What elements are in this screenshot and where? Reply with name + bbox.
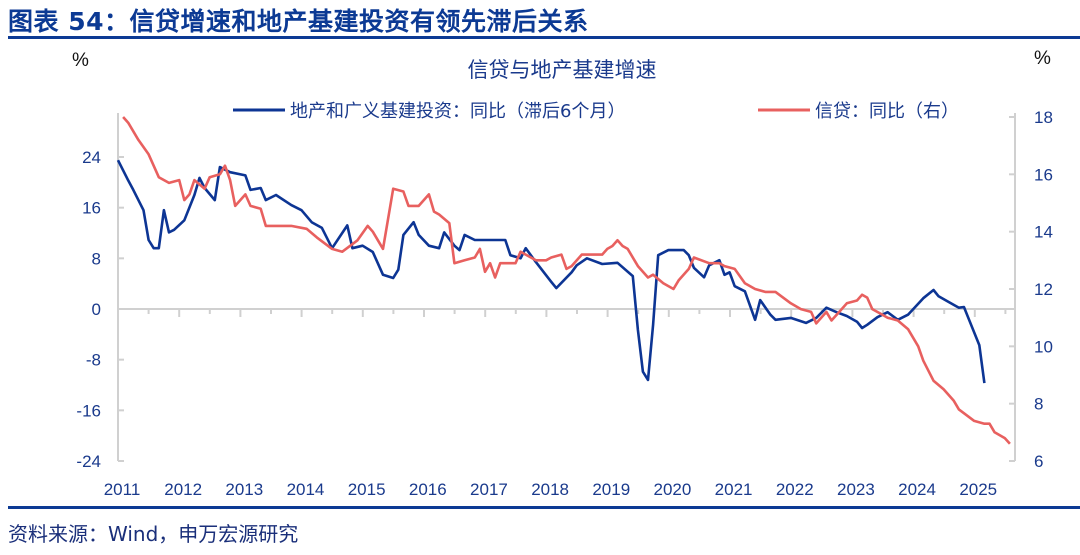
left-tick-label: 0 xyxy=(92,300,101,319)
x-tick-label: 2019 xyxy=(592,480,630,499)
right-axis-unit: % xyxy=(1034,48,1051,69)
left-tick-label: 8 xyxy=(92,249,101,268)
x-tick-label: 2020 xyxy=(654,480,692,499)
legend-label-series-2: 信贷：同比（右） xyxy=(815,101,959,122)
left-tick-label: 24 xyxy=(82,148,101,167)
series-line-1 xyxy=(116,159,986,384)
chart-title: 信贷与地产基建增速 xyxy=(468,58,657,82)
x-tick-label: 2011 xyxy=(104,480,141,499)
x-tick-label: 2018 xyxy=(531,480,569,499)
right-tick-label: 8 xyxy=(1034,395,1043,414)
x-tick-label: 2017 xyxy=(470,480,508,499)
right-tick-label: 16 xyxy=(1034,165,1053,184)
legend: 地产和广义基建投资：同比（滞后6个月） 信贷：同比（右） xyxy=(233,101,959,122)
figure-title: 图表 54：信贷增速和地产基建投资有领先滞后关系 xyxy=(8,7,589,36)
source-note: 资料来源：Wind，申万宏源研究 xyxy=(8,522,299,546)
left-tick-label: -24 xyxy=(76,452,101,471)
x-tick-label: 2012 xyxy=(164,480,202,499)
legend-label-series-1: 地产和广义基建投资：同比（滞后6个月） xyxy=(290,101,625,122)
left-axis-unit: % xyxy=(72,50,89,71)
left-tick-label: -8 xyxy=(86,351,101,370)
x-tick-label: 2023 xyxy=(837,480,875,499)
x-tick-label: 2022 xyxy=(776,480,814,499)
x-tick-label: 2016 xyxy=(409,480,447,499)
left-tick-label: -16 xyxy=(76,401,101,420)
series-line-2 xyxy=(122,116,1011,445)
x-tick-label: 2024 xyxy=(898,480,936,499)
right-tick-label: 12 xyxy=(1034,280,1053,299)
left-tick-label: 16 xyxy=(82,199,101,218)
title-rule xyxy=(8,36,1080,39)
x-tick-label: 2021 xyxy=(715,480,753,499)
x-tick-label: 2015 xyxy=(348,480,386,499)
right-tick-label: 18 xyxy=(1034,108,1053,127)
x-tick-label: 2025 xyxy=(959,480,997,499)
right-tick-label: 6 xyxy=(1034,452,1043,471)
right-tick-label: 14 xyxy=(1034,223,1053,242)
footer-rule xyxy=(8,506,1080,509)
line-chart: % % 信贷与地产基建增速 地产和广义基建投资：同比（滞后6个月） 信贷：同比（… xyxy=(72,48,1053,499)
x-tick-label: 2014 xyxy=(287,480,325,499)
x-tick-label: 2013 xyxy=(225,480,263,499)
right-tick-label: 10 xyxy=(1034,337,1053,356)
